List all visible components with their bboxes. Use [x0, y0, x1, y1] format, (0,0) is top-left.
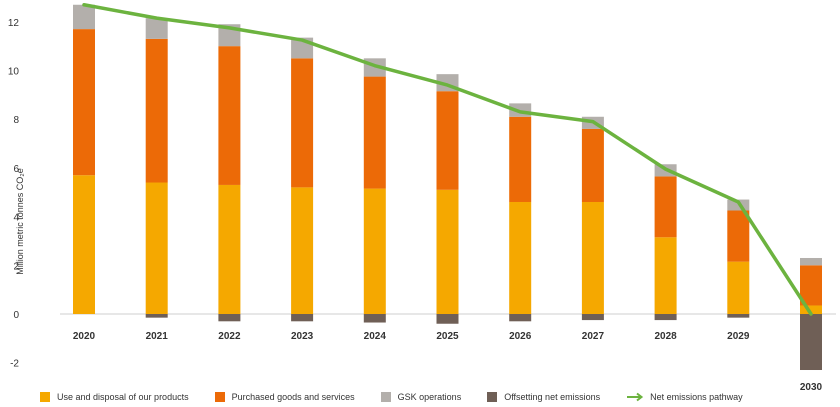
bar-segment-2029-offset [727, 314, 750, 318]
x-tick-label: 2024 [364, 331, 387, 342]
legend-item-offsetting: Offsetting net emissions [487, 392, 600, 402]
y-tick-label: 8 [13, 115, 19, 126]
bar-segment-2027-offset [581, 314, 604, 321]
bar-segment-2027-series-1 [581, 128, 604, 202]
bar-segment-2026-offset [509, 314, 532, 322]
bar-segment-2025-series-0 [436, 189, 459, 314]
y-tick-label: 0 [13, 310, 19, 321]
bar-segment-2022-series-1 [218, 46, 241, 185]
bar-segment-2029-series-1 [727, 210, 750, 262]
bar-segment-2026-series-1 [509, 116, 532, 202]
bar-segment-2022-series-0 [218, 184, 241, 314]
x-tick-label: 2026 [509, 331, 532, 342]
y-tick-label: 4 [13, 213, 19, 224]
bar-segment-2023-series-0 [291, 187, 314, 314]
x-tick-label: 2027 [582, 331, 605, 342]
legend-label: Net emissions pathway [650, 392, 743, 402]
bar-segment-2024-series-1 [363, 76, 386, 189]
legend-swatch [214, 392, 225, 402]
bar-segment-2025-offset [436, 314, 459, 324]
bar-segment-2030-offset [800, 314, 822, 371]
bar-segment-2026-series-0 [509, 201, 532, 314]
legend-swatch [40, 392, 50, 402]
legend-item-gsk-operations: GSK operations [380, 392, 462, 402]
emissions-chart: -2 0 2 4 6 8 10 12 Million metric tonnes CO₂e 202… [8, 3, 836, 392]
bar-segment-2020-series-2 [73, 4, 95, 30]
bar-segment-2021-offset [145, 314, 168, 318]
legend-label: GSK operations [397, 392, 462, 402]
bar-segment-2020-series-1 [73, 29, 95, 176]
y-axis-label: Million metric tonnes CO₂e [15, 168, 25, 275]
bar-segment-2022-offset [218, 314, 241, 322]
bar-segment-2030-series-0 [800, 305, 822, 314]
x-tick-label: 2029 [727, 331, 750, 342]
bar-segment-2030-series-1 [800, 265, 822, 306]
bar-segment-2021-series-0 [145, 182, 168, 314]
bar-segment-2029-series-0 [727, 261, 750, 314]
bar-segment-2023-series-1 [291, 58, 314, 188]
x-tick-label: 2028 [654, 331, 677, 342]
x-tick-label: 2022 [218, 331, 241, 342]
bar-segment-2024-offset [363, 314, 386, 323]
y-tick-label: -2 [10, 359, 19, 370]
legend-label: Offsetting net emissions [504, 392, 601, 402]
bar-segment-2030-series-2 [800, 257, 822, 266]
y-tick-label: 6 [13, 164, 19, 175]
bar-segment-2021-series-1 [145, 38, 168, 183]
x-tick-label: 2025 [436, 331, 459, 342]
bar-segment-2028-offset [654, 314, 677, 321]
bar-segment-2020-series-0 [73, 175, 95, 314]
legend-swatch [380, 392, 391, 402]
x-tick-label: 2030 [800, 382, 823, 392]
bar-segment-2025-series-1 [436, 91, 459, 190]
legend-label: Purchased goods and services [231, 392, 355, 402]
bar-segment-2028-series-1 [654, 176, 677, 238]
legend-item-net-pathway: Net emissions pathway [626, 392, 743, 402]
bar-segment-2023-offset [291, 314, 314, 322]
net-emissions-pathway-line [82, 3, 813, 316]
x-tick-label: 2023 [291, 331, 314, 342]
y-tick-label: 10 [8, 67, 20, 78]
legend-arrow-icon [627, 392, 644, 402]
y-tick-label: 12 [8, 18, 20, 29]
legend-item-use-disposal: Use and disposal of our products [40, 392, 189, 402]
legend: Use and disposal of our products Purchas… [40, 392, 769, 402]
bar-segment-2024-series-0 [363, 188, 386, 314]
legend-swatch [487, 392, 498, 402]
legend-label: Use and disposal of our products [57, 392, 189, 402]
bar-segment-2021-series-2 [145, 18, 168, 39]
legend-item-purchased-goods: Purchased goods and services [214, 392, 355, 402]
y-tick-label: 2 [13, 261, 19, 272]
bar-segment-2028-series-0 [654, 237, 677, 314]
bar-segment-2027-series-0 [581, 201, 604, 314]
x-tick-label: 2020 [73, 331, 96, 342]
x-tick-label: 2021 [146, 331, 169, 342]
